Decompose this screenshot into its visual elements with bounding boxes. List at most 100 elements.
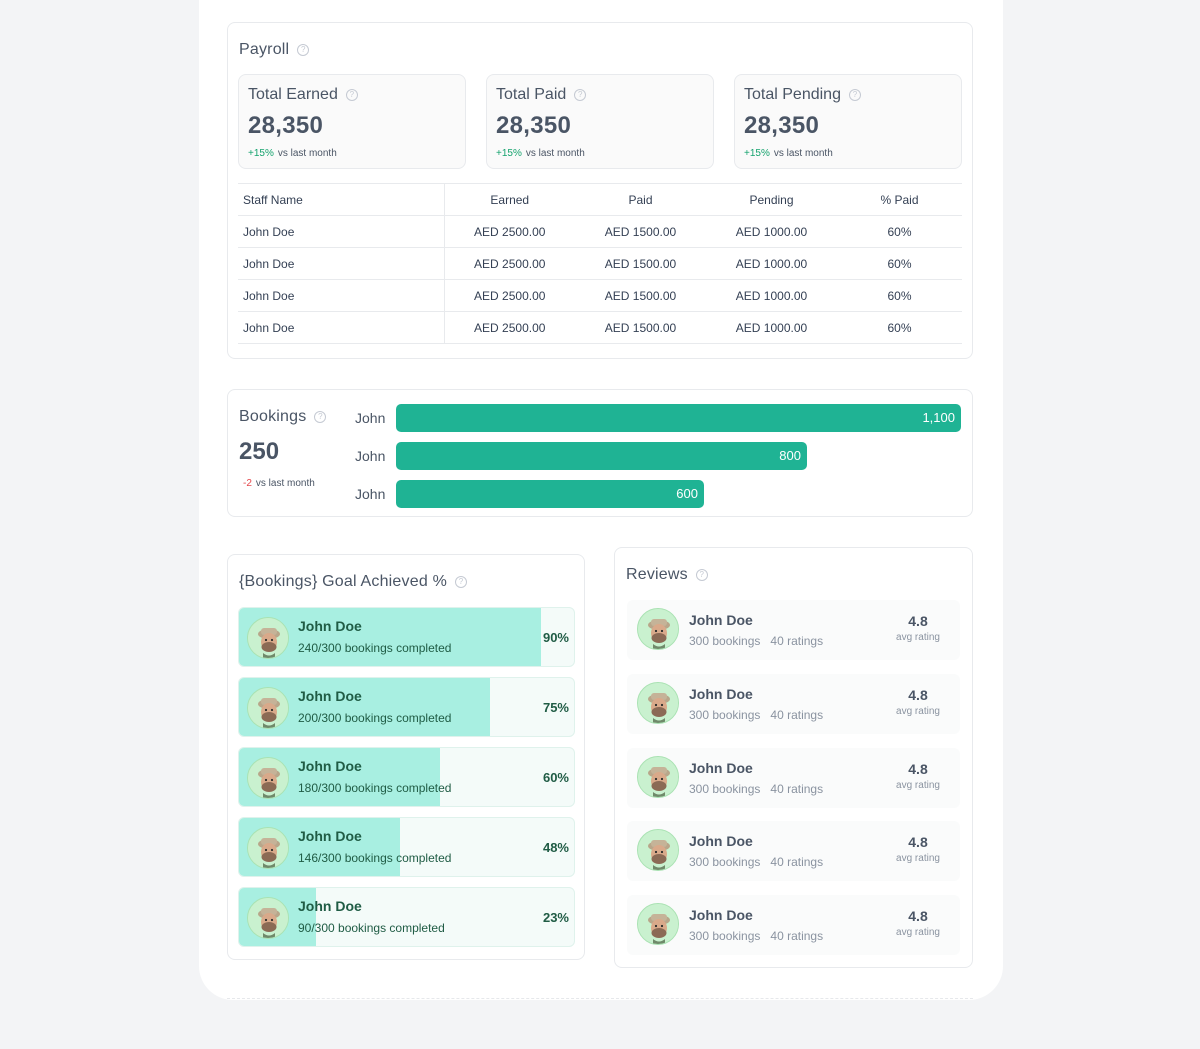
- goal-percent: 48%: [542, 840, 569, 855]
- stat-delta: +15% vs last month: [744, 148, 952, 159]
- stat-label-text: Total Earned: [248, 86, 338, 103]
- staff-name: John Doe: [298, 688, 362, 704]
- cell-earned: AED 2500.00: [444, 279, 575, 312]
- cell-pending: AED 1000.00: [706, 279, 837, 312]
- cell-paid: AED 1500.00: [575, 279, 706, 312]
- column-header-pending[interactable]: Pending: [706, 183, 837, 216]
- review-meta: 300 bookings 40 ratings: [689, 634, 823, 648]
- help-icon[interactable]: ?: [848, 88, 861, 101]
- delta-percent: +15%: [496, 148, 522, 159]
- staff-name: John Doe: [689, 759, 753, 776]
- goal-item[interactable]: John Doe 146/300 bookings completed 48%: [238, 817, 575, 877]
- cell-paid: AED 1500.00: [575, 247, 706, 280]
- staff-name: John Doe: [689, 833, 753, 850]
- goal-item[interactable]: John Doe 180/300 bookings completed 60%: [238, 747, 575, 807]
- stat-card-total-earned: Total Earned? 28,350 +15% vs last month: [238, 74, 466, 169]
- review-item[interactable]: John Doe 300 bookings 40 ratings 4.8 avg rat…: [627, 673, 960, 734]
- bookings-completed: 240/300 bookings completed: [298, 641, 452, 655]
- help-icon[interactable]: ?: [345, 88, 358, 101]
- bar-value-label: 600: [676, 486, 698, 501]
- table-row[interactable]: John Doe AED 2500.00 AED 1500.00 AED 100…: [238, 247, 962, 280]
- memoji-avatar-icon: [248, 828, 288, 868]
- goal-item[interactable]: John Doe 240/300 bookings completed 90%: [238, 607, 575, 667]
- goal-percent: 90%: [542, 630, 569, 645]
- stat-label: Total Paid?: [496, 86, 704, 104]
- rating-label: avg rating: [896, 927, 940, 939]
- column-header-percent-paid[interactable]: % Paid: [837, 183, 962, 216]
- avatar: [637, 755, 679, 798]
- memoji-avatar-icon: [638, 756, 678, 797]
- avatar: [637, 829, 679, 872]
- help-icon[interactable]: ?: [297, 43, 310, 56]
- avatar: [637, 608, 679, 650]
- payroll-title-text: Payroll: [239, 41, 290, 58]
- column-header-paid[interactable]: Paid: [575, 183, 706, 216]
- bar-label: John: [355, 448, 386, 464]
- goal-achieved-panel: {Bookings} Goal Achieved %? John Doe 240/…: [227, 554, 585, 960]
- rating-block: 4.8 avg rating: [888, 834, 948, 864]
- cell-pending: AED 1000.00: [706, 247, 837, 280]
- bookings-count: 300 bookings: [689, 634, 761, 648]
- help-icon[interactable]: ?: [314, 410, 327, 423]
- rating-value: 4.8: [908, 834, 928, 851]
- rating-label: avg rating: [896, 705, 940, 717]
- payroll-panel: Payroll? Total Earned? 28,350 +15% vs las…: [227, 22, 973, 359]
- goal-item[interactable]: John Doe 90/300 bookings completed 23%: [238, 887, 575, 947]
- help-icon[interactable]: ?: [455, 575, 468, 588]
- staff-name: John Doe: [298, 758, 362, 774]
- stat-card-total-pending: Total Pending? 28,350 +15% vs last month: [734, 74, 962, 169]
- table-row[interactable]: John Doe AED 2500.00 AED 1500.00 AED 100…: [238, 311, 962, 344]
- review-item[interactable]: John Doe 300 bookings 40 ratings 4.8 avg rat…: [627, 747, 960, 808]
- review-item[interactable]: John Doe 300 bookings 40 ratings 4.8 avg rat…: [627, 895, 960, 956]
- column-header-earned[interactable]: Earned: [444, 183, 575, 216]
- table-row[interactable]: John Doe AED 2500.00 AED 1500.00 AED 100…: [238, 279, 962, 312]
- staff-name: John Doe: [689, 612, 753, 628]
- delta-percent: +15%: [744, 148, 770, 159]
- memoji-avatar-icon: [638, 609, 678, 649]
- bar[interactable]: 1,100: [396, 404, 961, 432]
- review-meta: 300 bookings 40 ratings: [689, 929, 823, 943]
- stat-label-text: Total Paid: [496, 86, 567, 103]
- rating-block: 4.8 avg rating: [888, 761, 948, 791]
- bar-value-label: 800: [779, 448, 801, 463]
- ratings-count: 40 ratings: [770, 634, 824, 648]
- cell-pending: AED 1000.00: [706, 311, 837, 344]
- bar-row[interactable]: John 1,100: [355, 404, 965, 432]
- avatar: [637, 681, 679, 724]
- avatar: [247, 757, 289, 799]
- payroll-table: Staff Name Earned Paid Pending % Paid Jo…: [238, 183, 962, 344]
- memoji-avatar-icon: [248, 618, 288, 658]
- goal-percent: 60%: [542, 770, 569, 785]
- reviews-title: Reviews?: [626, 566, 708, 584]
- bar-row[interactable]: John 600: [355, 480, 965, 508]
- staff-name: John Doe: [689, 685, 753, 702]
- reviews-title-text: Reviews: [626, 566, 688, 583]
- memoji-avatar-icon: [638, 682, 678, 723]
- help-icon[interactable]: ?: [574, 88, 587, 101]
- stat-value: 28,350: [744, 112, 820, 139]
- bookings-title-text: Bookings: [239, 408, 307, 425]
- stat-delta: +15% vs last month: [496, 148, 704, 159]
- bar[interactable]: 600: [396, 480, 704, 508]
- cell-staff-name: John Doe: [238, 247, 445, 280]
- bar-row[interactable]: John 800: [355, 442, 965, 470]
- column-header-staff-name[interactable]: Staff Name: [238, 183, 445, 216]
- review-item[interactable]: John Doe 300 bookings 40 ratings 4.8 avg rat…: [627, 821, 960, 882]
- ratings-count: 40 ratings: [770, 855, 824, 870]
- goal-item[interactable]: John Doe 200/300 bookings completed 75%: [238, 677, 575, 737]
- bar[interactable]: 800: [396, 442, 807, 470]
- staff-name: John Doe: [298, 828, 362, 844]
- avatar: [637, 903, 679, 946]
- delta-percent: +15%: [248, 148, 274, 159]
- review-meta: 300 bookings 40 ratings: [689, 855, 823, 869]
- goal-achieved-title: {Bookings} Goal Achieved %?: [239, 573, 468, 591]
- rating-value: 4.8: [908, 760, 928, 777]
- cell-paid: AED 1500.00: [575, 215, 706, 248]
- table-row[interactable]: John Doe AED 2500.00 AED 1500.00 AED 100…: [238, 215, 962, 248]
- avatar: [247, 617, 289, 659]
- delta-text: vs last month: [277, 148, 337, 159]
- bar-value-label: 1,100: [922, 410, 955, 425]
- review-item[interactable]: John Doe 300 bookings 40 ratings 4.8 avg rat…: [627, 600, 960, 660]
- help-icon[interactable]: ?: [695, 568, 708, 581]
- goal-percent: 75%: [542, 700, 569, 715]
